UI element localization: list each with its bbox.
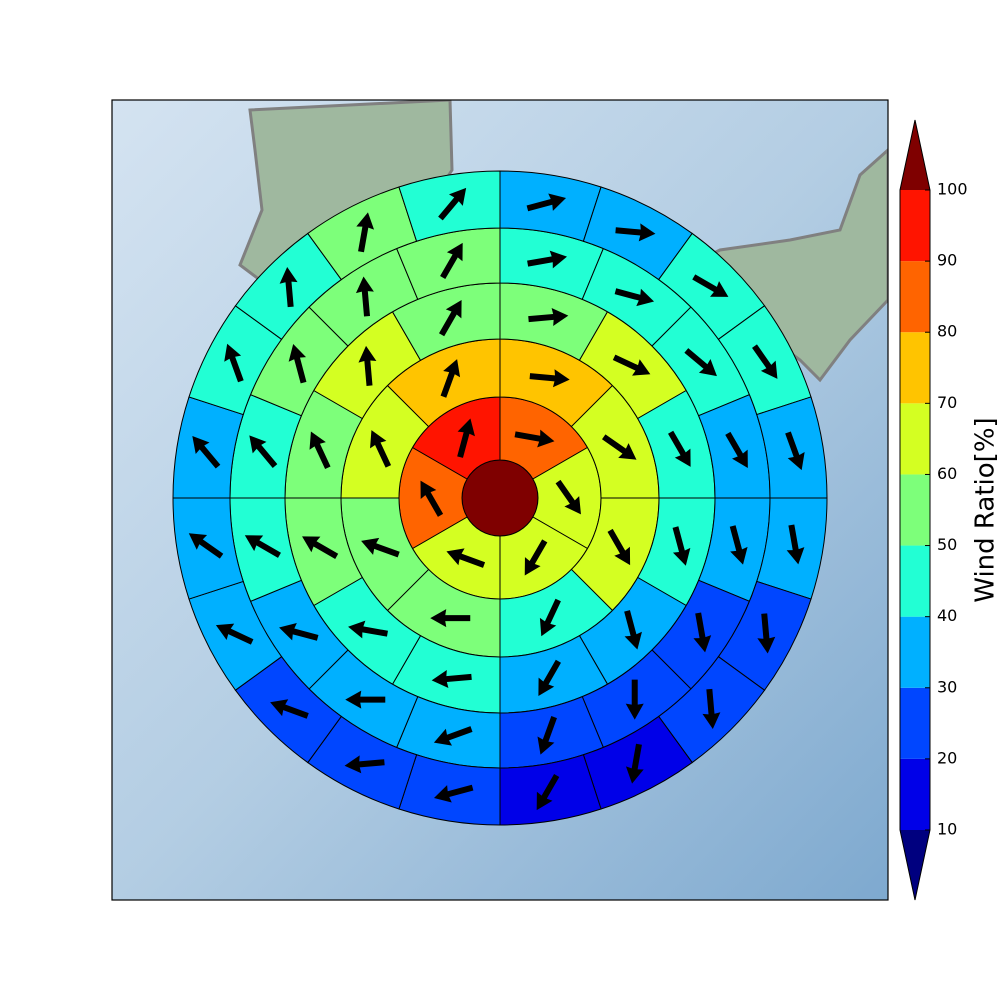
colorbar-over xyxy=(900,120,930,190)
colorbar-tick-label: 40 xyxy=(937,606,957,625)
colorbar-under xyxy=(900,830,930,900)
colorbar-tick-label: 80 xyxy=(937,322,957,341)
colorbar-label: Wind Ratio[%] xyxy=(971,417,1000,602)
colorbar-swatch xyxy=(900,688,930,759)
colorbar-tick-label: 100 xyxy=(937,180,968,199)
colorbar-swatch xyxy=(900,759,930,830)
colorbar-swatch xyxy=(900,474,930,545)
colorbar-tick-label: 20 xyxy=(937,748,957,767)
colorbar-tick-label: 70 xyxy=(937,393,957,412)
colorbar-swatch xyxy=(900,332,930,403)
colorbar-tick-label: 50 xyxy=(937,535,957,554)
colorbar: 10 20 30 40 50 60 70 80 90 100 xyxy=(900,120,968,900)
colorbar-tick-label: 60 xyxy=(937,464,957,483)
colorbar-swatch xyxy=(900,546,930,617)
colorbar-tick-label: 10 xyxy=(937,820,957,839)
colorbar-swatch xyxy=(900,617,930,688)
sectors xyxy=(173,171,827,825)
colorbar-swatch xyxy=(900,190,930,261)
colorbar-tick-label: 90 xyxy=(937,251,957,270)
colorbar-swatch xyxy=(900,261,930,332)
colorbar-swatch xyxy=(900,403,930,474)
colorbar-tick-label: 30 xyxy=(937,677,957,696)
